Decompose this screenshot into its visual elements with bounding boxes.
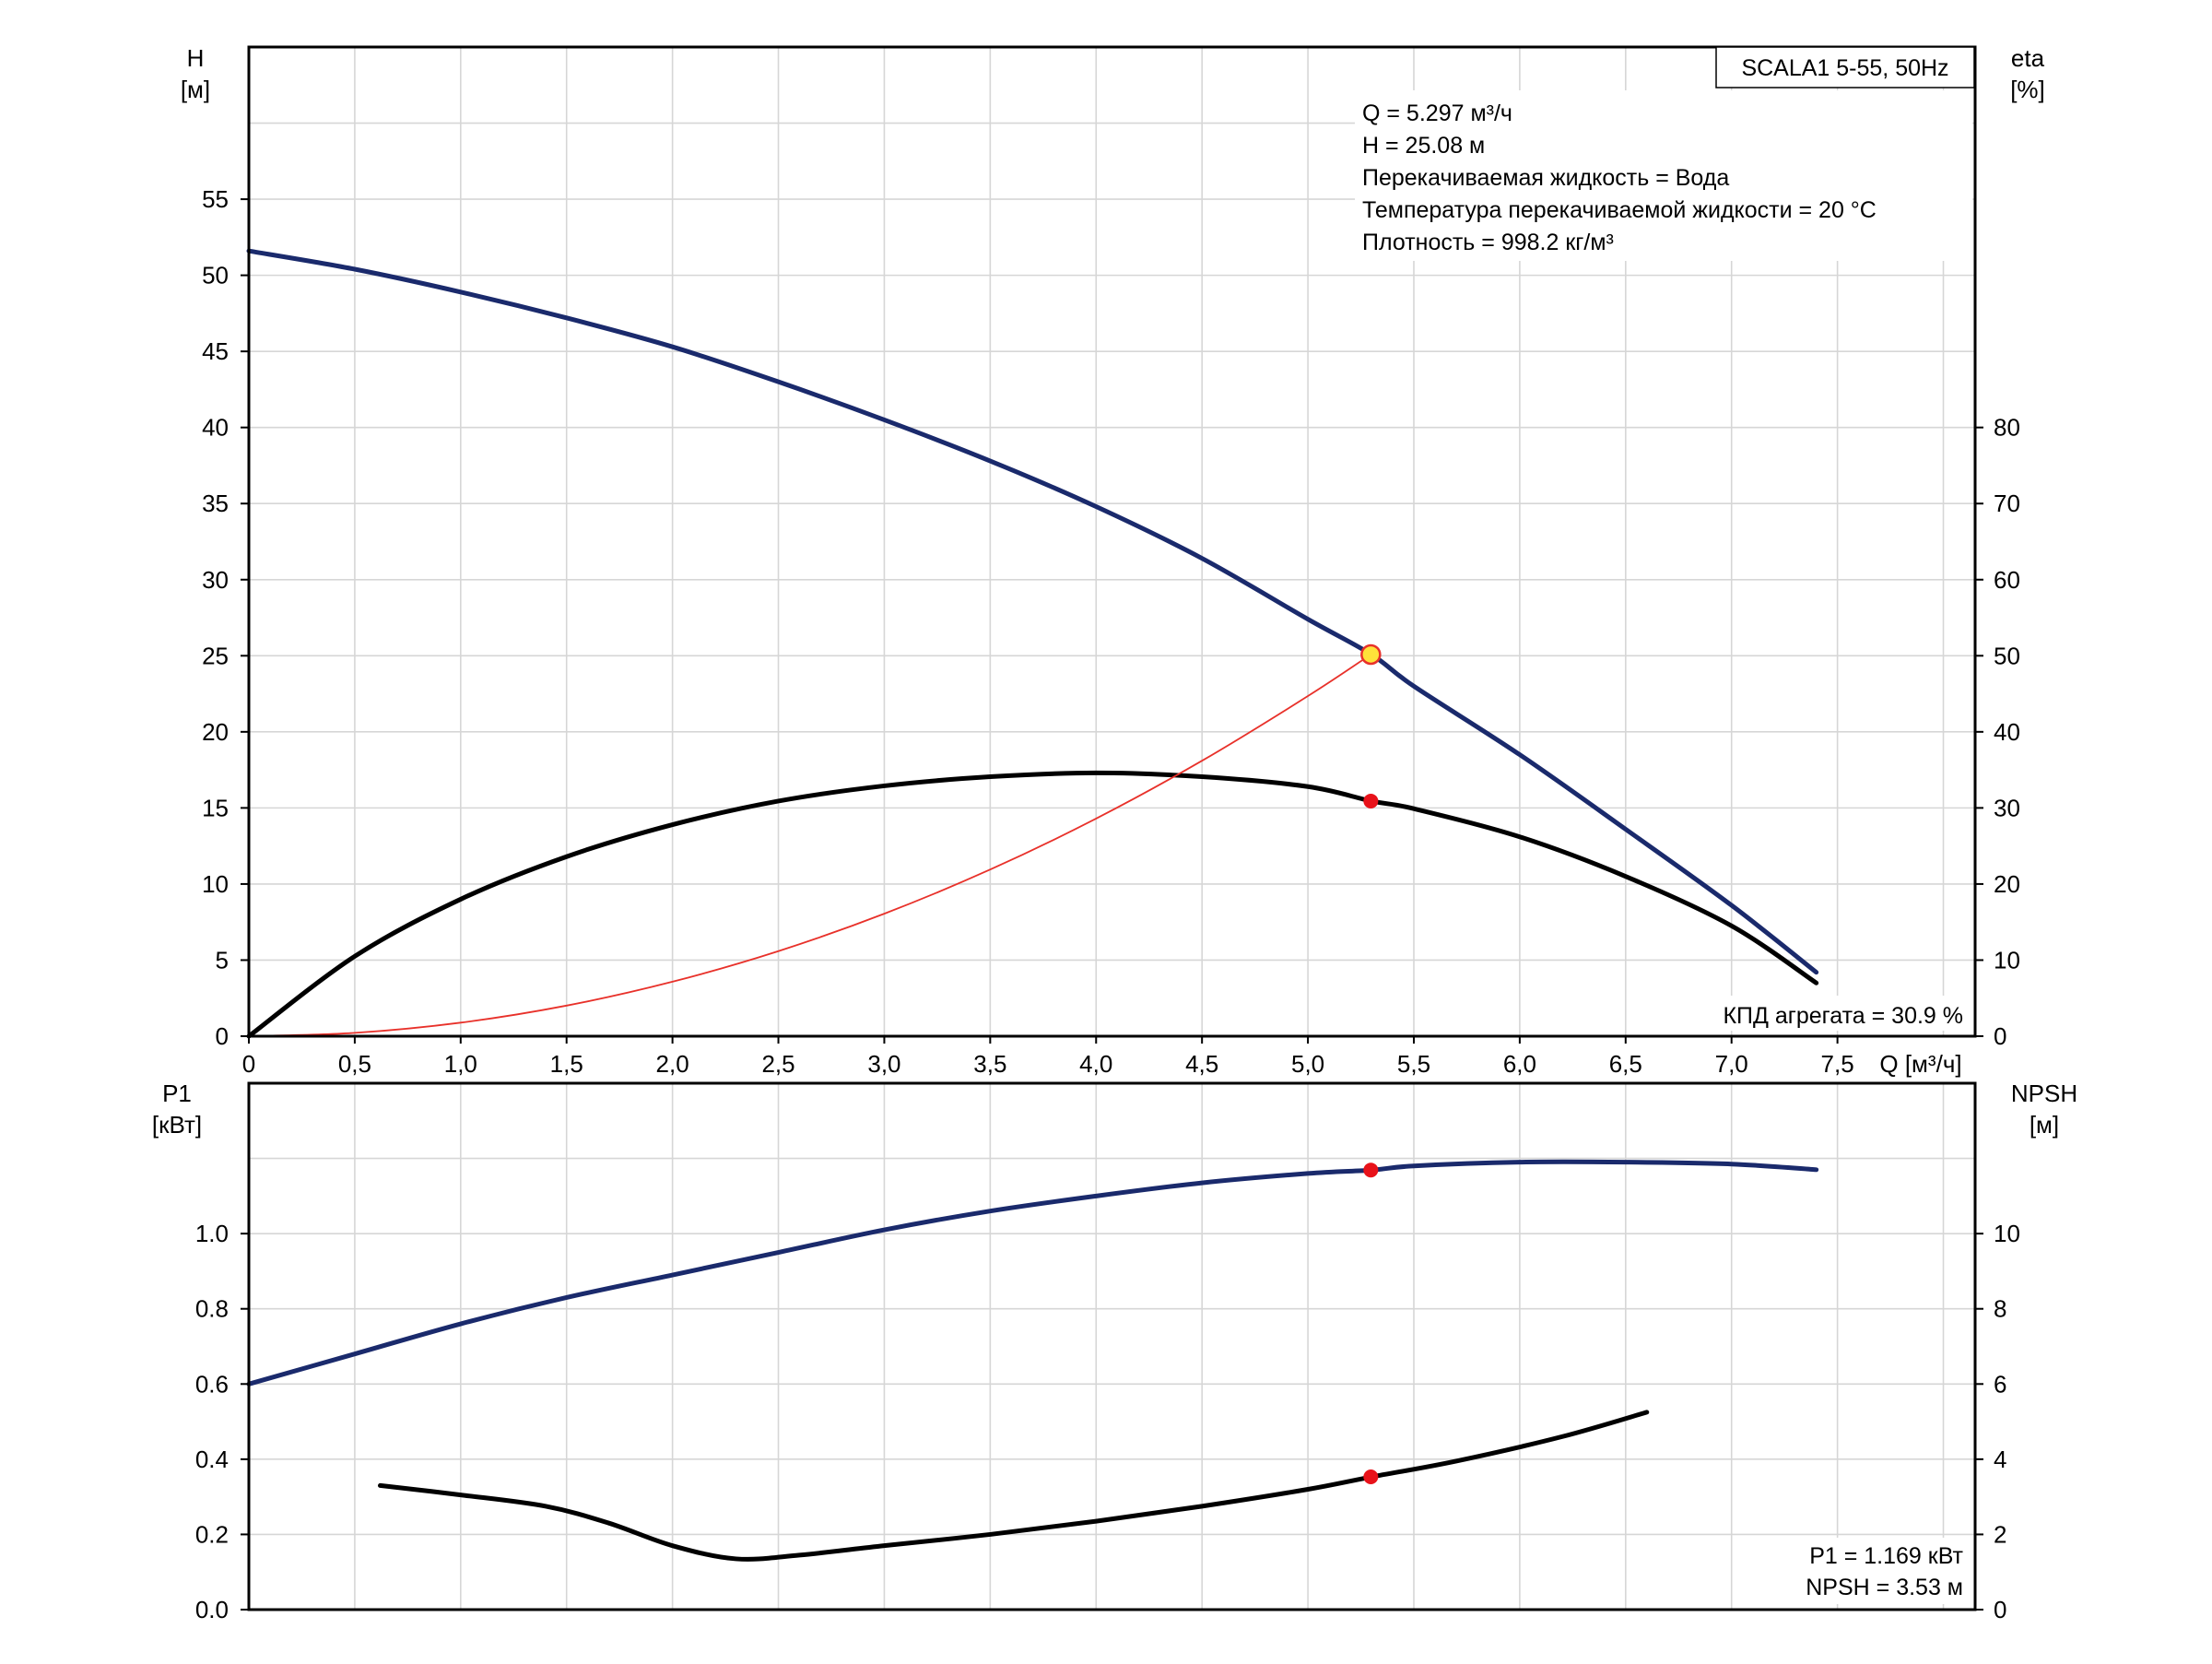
x-tick-label: 7,0	[1715, 1050, 1748, 1078]
series-eta-line	[246, 770, 1819, 1039]
y-left-tick-label: 45	[202, 337, 229, 365]
info-background	[1355, 90, 1972, 261]
y-right-tick-label: 6	[1994, 1370, 2006, 1398]
y-right-tick-label: 20	[1994, 870, 2020, 898]
x-tick-label: 5,0	[1291, 1050, 1324, 1078]
y-right-tick-label: 0	[1994, 1596, 2006, 1623]
bottom-plot-frame	[247, 1081, 1977, 1611]
y-left-tick-label: 20	[202, 718, 229, 746]
y-left-tick-label: 35	[202, 490, 229, 517]
npsh-axis-unit: [м]	[2030, 1111, 2059, 1139]
duty-point-npsh-marker	[1363, 1469, 1379, 1485]
x-tick-label: 6,5	[1609, 1050, 1642, 1078]
x-tick-label: 5,5	[1397, 1050, 1430, 1078]
y-right-tick-label: 2	[1994, 1520, 2006, 1548]
series-npsh-line	[377, 1410, 1650, 1562]
x-tick-label: 0	[242, 1050, 255, 1078]
y-left-tick-label: 0.8	[195, 1295, 229, 1323]
y-right-tick-label: 70	[1994, 490, 2020, 517]
x-tick-label: 6,0	[1503, 1050, 1536, 1078]
results-background	[1770, 1538, 1965, 1604]
top-plot-frame	[247, 45, 1977, 1038]
y-left-tick-label: 25	[202, 642, 229, 669]
y-left-tick-label: 1.0	[195, 1220, 229, 1247]
y-right-tick-label: 10	[1994, 946, 2020, 974]
series-p1-line	[246, 1159, 1819, 1387]
y-left-tick-label: 0.4	[195, 1446, 229, 1473]
y-right-tick-label: 0	[1994, 1022, 2006, 1050]
y-left-tick-label: 15	[202, 794, 229, 821]
y-left-tick-label: 0.2	[195, 1520, 229, 1548]
y-right-tick-label: 8	[1994, 1295, 2006, 1323]
y-left-tick-label: 0.0	[195, 1596, 229, 1623]
y-right-tick-label: 80	[1994, 414, 2020, 442]
x-tick-label: 3,0	[867, 1050, 900, 1078]
duty-point-h-marker	[1360, 643, 1382, 666]
y-right-tick-label: 30	[1994, 794, 2020, 821]
y-right-axis-title: eta	[2011, 44, 2045, 72]
info-line: Q = 5.297 м³/ч	[1362, 100, 1512, 126]
y-left-tick-label: 50	[202, 262, 229, 289]
efficiency-label: КПД агрегата = 30.9 %	[1723, 1003, 1963, 1029]
y-left-tick-label: 0.6	[195, 1370, 229, 1398]
duty-point-eta-marker	[1363, 793, 1379, 808]
y-left-tick-label: 30	[202, 566, 229, 594]
x-tick-label: 0,5	[338, 1050, 371, 1078]
y-left-tick-label: 55	[202, 185, 229, 213]
x-tick-label: 1,0	[444, 1050, 477, 1078]
chart-title: SCALA1 5-55, 50Hz	[1741, 55, 1948, 81]
y-left-tick-label: 0	[216, 1022, 229, 1050]
y-left-axis-unit: [м]	[181, 76, 210, 103]
y-left-tick-label: 40	[202, 414, 229, 442]
y-right-tick-label: 50	[1994, 642, 2020, 669]
y-left-axis-title: H	[187, 44, 205, 72]
y-right-tick-label: 4	[1994, 1446, 2006, 1473]
y-left-tick-label: 10	[202, 870, 229, 898]
series-system-line	[248, 654, 1372, 1037]
info-line: Плотность = 998.2 кг/м³	[1362, 230, 1614, 255]
x-tick-label: 7,5	[1821, 1050, 1854, 1078]
result-line: NPSH = 3.53 м	[1806, 1575, 1963, 1600]
p1-axis-unit: [кВт]	[152, 1111, 202, 1139]
duty-point-p1-marker	[1363, 1162, 1379, 1178]
x-tick-label: 2,0	[656, 1050, 689, 1078]
chart-title-box	[1715, 46, 1975, 89]
y-right-tick-label: 40	[1994, 718, 2020, 746]
y-right-axis-unit: [%]	[2010, 76, 2045, 103]
p1-axis-title: P1	[162, 1080, 192, 1107]
efficiency-label-background	[1673, 996, 1968, 1031]
x-tick-label: 1,5	[550, 1050, 583, 1078]
y-left-tick-label: 5	[216, 946, 229, 974]
info-line: Температура перекачиваемой жидкости = 20…	[1362, 197, 1877, 223]
info-line: Перекачиваемая жидкость = Вода	[1362, 165, 1729, 191]
x-tick-label: 3,5	[973, 1050, 1006, 1078]
y-right-tick-label: 60	[1994, 566, 2020, 594]
y-right-tick-label: 10	[1994, 1220, 2020, 1247]
npsh-axis-title: NPSH	[2011, 1080, 2077, 1107]
result-line: P1 = 1.169 кВт	[1809, 1543, 1963, 1569]
info-line: H = 25.08 м	[1362, 133, 1485, 159]
series-h-line	[246, 248, 1819, 975]
x-tick-label: 4,5	[1185, 1050, 1218, 1078]
x-axis-title: Q [м³/ч]	[1879, 1050, 1961, 1078]
x-tick-label: 4,0	[1079, 1050, 1112, 1078]
x-tick-label: 2,5	[761, 1050, 794, 1078]
